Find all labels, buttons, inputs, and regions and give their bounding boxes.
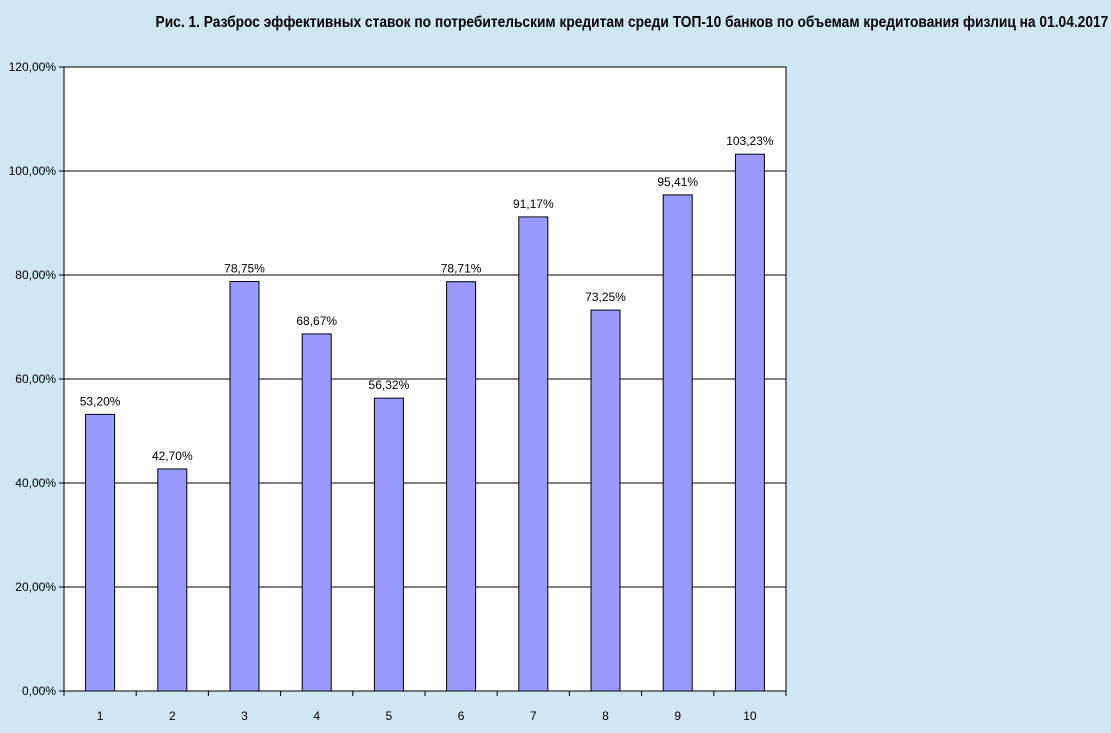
data-label: 53,20%	[80, 394, 121, 408]
data-label: 103,23%	[726, 134, 774, 148]
x-tick-label: 6	[458, 709, 465, 723]
bar	[662, 194, 693, 692]
bar	[518, 216, 549, 692]
y-tick-label: 80,00%	[15, 268, 56, 282]
x-tick-label: 3	[241, 709, 248, 723]
bar	[157, 468, 188, 692]
y-tick-label: 60,00%	[15, 372, 56, 386]
data-label: 91,17%	[513, 197, 554, 211]
bar	[301, 333, 332, 692]
data-label: 42,70%	[152, 449, 193, 463]
bar	[229, 281, 260, 692]
y-tick-label: 40,00%	[15, 476, 56, 490]
y-tick-label: 0,00%	[22, 684, 56, 698]
x-tick-label: 8	[602, 709, 609, 723]
data-label: 78,75%	[224, 262, 265, 276]
y-tick-label: 20,00%	[15, 580, 56, 594]
bar	[85, 413, 116, 692]
x-tick-label: 5	[386, 709, 393, 723]
bar	[373, 397, 404, 692]
bar	[446, 281, 477, 692]
x-tick-label: 10	[743, 709, 757, 723]
bar	[590, 309, 621, 692]
x-tick-label: 9	[674, 709, 681, 723]
x-tick-label: 1	[97, 709, 104, 723]
data-label: 78,71%	[441, 262, 482, 276]
data-label: 68,67%	[296, 314, 337, 328]
data-label: 95,41%	[657, 175, 698, 189]
x-tick-label: 2	[169, 709, 176, 723]
data-label: 56,32%	[369, 378, 410, 392]
data-label: 73,25%	[585, 290, 626, 304]
y-tick-label: 120,00%	[9, 60, 57, 74]
bar	[734, 153, 765, 692]
x-tick-label: 4	[313, 709, 320, 723]
y-tick-label: 100,00%	[9, 164, 57, 178]
x-tick-label: 7	[530, 709, 537, 723]
chart-title: Рис. 1. Разброс эффективных ставок по по…	[155, 14, 1109, 31]
